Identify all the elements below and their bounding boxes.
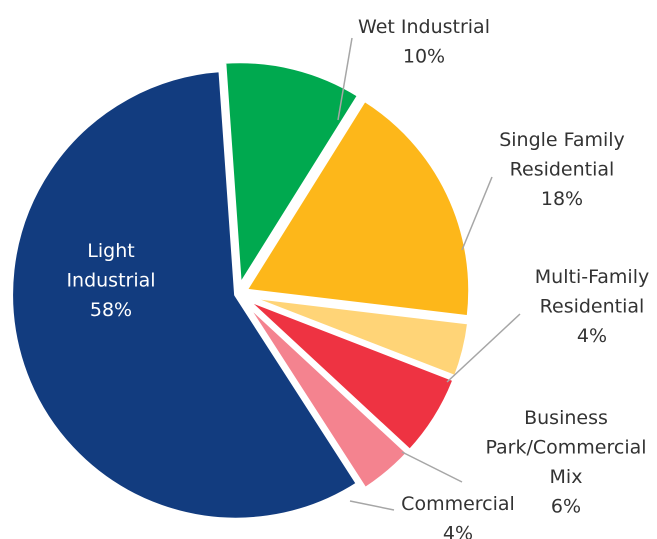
slice-label: Multi-Family Residential 4%: [535, 266, 649, 347]
pie-slice-single-family-residential: [243, 97, 473, 320]
pie-slice-multi-family-residential: [243, 293, 472, 380]
slice-label-line: Industrial: [66, 270, 155, 292]
pie-slice-wet-industrial: [222, 59, 362, 289]
slice-label-line: Light: [87, 240, 134, 262]
slice-labels: Wet Industrial 10% Single Family Residentia…: [66, 16, 649, 539]
leader-line: [401, 451, 463, 483]
pie-slice-commercial: [241, 298, 411, 492]
slice-label-line: 10%: [403, 46, 445, 68]
slice-label-line: Multi-Family: [535, 266, 649, 288]
pie-slice-business-park-commercial-mix: [242, 296, 457, 454]
slice-label-line: Mix: [550, 466, 583, 488]
leader-line: [461, 176, 493, 251]
slice-label-line: 58%: [90, 299, 132, 321]
pie-slices: [9, 59, 473, 522]
slice-label: Commercial 4%: [401, 493, 515, 539]
leader-line: [446, 313, 521, 383]
slice-label: Light Industrial 58%: [66, 240, 155, 321]
slice-label: Business Park/Commercial Mix 6%: [485, 407, 646, 518]
slice-label-line: Business: [524, 407, 608, 429]
slice-label-line: Single Family: [499, 129, 625, 151]
leader-line: [349, 500, 395, 511]
slice-label-line: Residential: [510, 159, 615, 181]
slice-label-line: 4%: [577, 325, 607, 347]
slice-label-line: Park/Commercial: [485, 437, 646, 459]
slice-label-line: Wet Industrial: [358, 16, 490, 38]
pie-slice-light-industrial: [9, 68, 360, 522]
slice-label-line: Commercial: [401, 493, 515, 515]
leader-lines: [337, 37, 521, 511]
slice-label-line: 6%: [551, 496, 581, 518]
slice-label: Wet Industrial 10%: [358, 16, 490, 68]
slice-label-line: 18%: [541, 188, 583, 210]
slice-label-line: Residential: [540, 296, 645, 318]
leader-line: [337, 37, 353, 121]
slice-label: Single Family Residential 18%: [499, 129, 625, 210]
slice-label-line: 4%: [443, 523, 473, 539]
